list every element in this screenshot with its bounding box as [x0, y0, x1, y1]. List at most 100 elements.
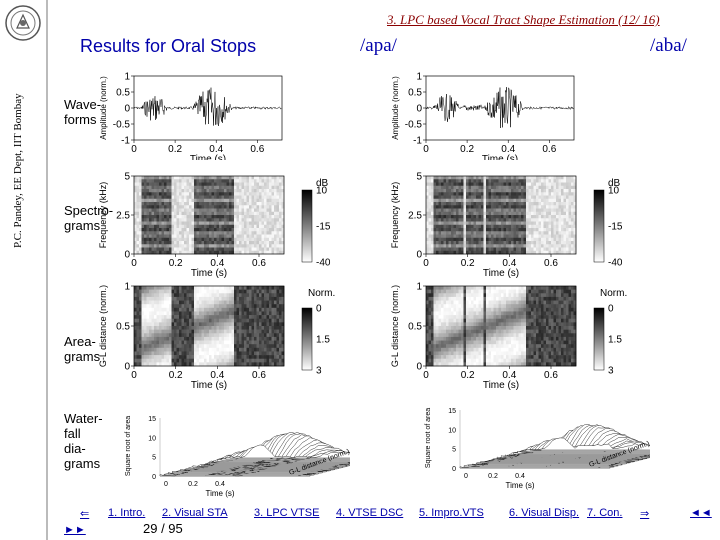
- nav-link-lpc-vtse[interactable]: 3. LPC VTSE: [254, 507, 320, 519]
- nav-link-con[interactable]: 7. Con.: [587, 507, 623, 519]
- spectrogram-ylabel: Frequency (kHz): [98, 182, 108, 249]
- waveform-ytick-label: 0: [416, 104, 422, 115]
- areagram-xtick-label: 0.4: [502, 370, 516, 381]
- areagram-xtick-label: 0.2: [461, 370, 475, 381]
- waterfall-ytick-label: 0: [152, 474, 156, 481]
- waterfall-ytick-label: 10: [448, 427, 456, 434]
- waveform-xtick-label: 0.6: [542, 144, 556, 155]
- areagram-ylabel: G-L distance (norm.): [98, 285, 108, 367]
- page-number: 29 / 95: [143, 521, 183, 536]
- areagram-colorbar-title: Norm.: [308, 288, 335, 299]
- nav-back-icon[interactable]: ⇐: [80, 508, 90, 520]
- waterfall-xlabel: Time (s): [505, 481, 534, 490]
- column-label-aba: /aba/: [650, 35, 687, 56]
- waterfall-slice: [229, 444, 350, 459]
- waveform-ytick-label: 0.5: [408, 88, 422, 99]
- waterfall-ytick-label: 15: [148, 416, 156, 423]
- nav-forward-icon[interactable]: ⇒: [640, 508, 650, 520]
- areagram-image: [134, 286, 285, 367]
- spectrogram-ytick-label: 0: [124, 250, 130, 261]
- spectrogram-xtick-label: 0.6: [544, 258, 558, 269]
- waveform-xlabel: Time (s): [482, 154, 518, 160]
- areagram-apa: 1 0.5 00 0.2 0.4 0.6 Time (s) G-L distance (nor…: [98, 282, 335, 392]
- spectrogram-ytick-label: 5: [124, 172, 130, 183]
- spectrogram-ytick-label: 2.5: [408, 211, 422, 222]
- waterfall-xtick-label: 0: [164, 481, 168, 488]
- areagram-xtick-label: 0: [131, 370, 137, 381]
- spectrogram-colorbar: [593, 189, 605, 263]
- spectrogram-colorbar-tick: -40: [316, 258, 331, 269]
- waterfall-ytick-label: 5: [152, 455, 156, 462]
- waterfall-ylabel: Square root of area: [425, 408, 432, 468]
- spectrogram-xtick-label: 0: [423, 258, 429, 269]
- spectrogram-colorbar-tick: 10: [316, 186, 328, 197]
- waveform-trace: [133, 87, 282, 127]
- spectrogram-xtick-label: 0: [131, 258, 137, 269]
- waveform-xtick-label: 0: [423, 144, 429, 155]
- areagram-colorbar: [301, 307, 313, 371]
- spectrogram-xtick-label: 0.4: [502, 258, 516, 269]
- section-title[interactable]: 3. LPC based Vocal Tract Shape Estimatio…: [387, 12, 660, 27]
- nav-link-vtse-dsc[interactable]: 4. VTSE DSC: [336, 507, 404, 519]
- areagram-ytick-label: 0: [416, 362, 422, 373]
- waveform-xlabel: Time (s): [190, 154, 226, 160]
- waveform-ylabel: Amplitude (norm.): [391, 76, 400, 140]
- row-label-spectrograms: Spectro-grams: [64, 203, 114, 233]
- waveform-ytick-label: -0.5: [113, 120, 131, 131]
- nav-link-intro[interactable]: 1. Intro.: [108, 507, 146, 519]
- waterfall-slice: [529, 437, 650, 451]
- waterfall-xlabel: Time (s): [205, 489, 234, 498]
- areagram-ytick-label: 0.5: [116, 322, 130, 333]
- spectrogram-apa: 5 2.5 00 0.2 0.4 0.6 Time (s) Frequency (kHz) dB…: [98, 172, 331, 280]
- spectrogram-image: [134, 176, 285, 255]
- nav-first-icon[interactable]: ◄◄: [690, 507, 712, 519]
- areagram-xlabel: Time (s): [483, 380, 519, 391]
- row-label-waveforms: Wave-forms: [64, 97, 102, 127]
- waveform-xtick-label: 0.4: [501, 144, 515, 155]
- nav-next-icon[interactable]: ►►: [64, 524, 86, 536]
- areagram-colorbar-tick: 3: [316, 366, 322, 377]
- nav-link-impro-vts[interactable]: 5. Impro.VTS: [419, 507, 484, 519]
- spectrogram-xtick-label: 0.2: [461, 258, 475, 269]
- row-label-waterfall: Water-fall dia-grams: [64, 411, 103, 471]
- waterfall-ytick-label: 5: [452, 447, 456, 454]
- waveform-ytick-label: 1: [416, 72, 422, 83]
- spectrogram-ylabel: Frequency (kHz): [390, 182, 400, 249]
- spectrogram-ytick-label: 0: [416, 250, 422, 261]
- waterfall-ytick-label: 15: [448, 408, 456, 415]
- spectrogram-colorbar-tick: -40: [608, 258, 623, 269]
- spectrogram-colorbar-title: dB: [316, 178, 329, 189]
- areagram-ytick-label: 0: [124, 362, 130, 373]
- spectrogram-xlabel: Time (s): [483, 268, 519, 279]
- slide-title: Results for Oral Stops: [80, 36, 257, 56]
- spectrogram-xlabel: Time (s): [191, 268, 227, 279]
- areagram-ytick-label: 1: [124, 282, 130, 293]
- waterfall-xtick-label: 0.2: [488, 473, 498, 480]
- waveform-xtick-label: 0: [131, 144, 137, 155]
- waterfall-xtick-label: 0: [464, 473, 468, 480]
- spectrogram-xtick-label: 0.6: [252, 258, 266, 269]
- waterfall-ylabel: Square root of area: [125, 416, 132, 476]
- waterfall-xtick-label: 0.4: [515, 473, 525, 480]
- waveform-xtick-label: 0.4: [209, 144, 223, 155]
- left-divider: [46, 0, 48, 540]
- areagram-xtick-label: 0.4: [210, 370, 224, 381]
- areagram-xtick-label: 0.2: [169, 370, 183, 381]
- spectrogram-ytick-label: 5: [416, 172, 422, 183]
- areagram-xtick-label: 0.6: [252, 370, 266, 381]
- areagram-ytick-label: 0.5: [408, 322, 422, 333]
- row-label-areagrams: Area-grams: [64, 334, 101, 364]
- areagram-xlabel: Time (s): [191, 380, 227, 391]
- spectrogram-colorbar-title: dB: [608, 178, 621, 189]
- waveform-trace: [425, 87, 574, 129]
- spectrogram-colorbar: [301, 189, 313, 263]
- waveform-ytick-label: 1: [124, 72, 130, 83]
- author-affiliation: P.C. Pandey, EE Dept, IIT Bombay: [12, 93, 24, 248]
- areagram-xtick-label: 0.6: [544, 370, 558, 381]
- nav-link-visual-disp[interactable]: 6. Visual Disp.: [509, 507, 580, 519]
- nav-link-visual-sta[interactable]: 2. Visual STA: [162, 507, 228, 519]
